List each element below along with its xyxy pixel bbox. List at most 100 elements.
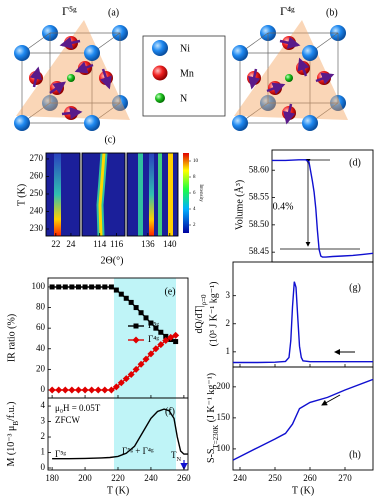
marker — [167, 333, 175, 341]
y-tick-label: 3 — [41, 416, 46, 426]
marker — [117, 379, 125, 387]
y-axis-label: T (K) — [16, 184, 27, 206]
panel-label: (b) — [326, 7, 338, 18]
x-tick-label: 116 — [110, 239, 124, 249]
marker — [75, 284, 81, 290]
legend-label: Ni — [180, 43, 190, 54]
y-tick-label: 60 — [36, 322, 46, 332]
n-atom — [285, 74, 293, 82]
colorbar-tick-label: 10 — [193, 159, 199, 164]
subplot-frame — [81, 152, 126, 237]
ni-atom — [84, 45, 100, 61]
marker — [118, 291, 124, 297]
marker — [94, 386, 102, 394]
n-icon — [155, 93, 165, 103]
y-tick-label: 2 — [226, 318, 231, 328]
y-axis-label: Volume (Å³) — [233, 180, 245, 230]
marker — [95, 284, 101, 290]
heatmap-bg — [46, 153, 80, 236]
ni-icon — [152, 40, 168, 56]
spin-arrow — [248, 68, 261, 90]
x-tick-label: 250 — [268, 473, 282, 483]
marker — [74, 386, 82, 394]
spin-arrow — [61, 106, 83, 120]
subplot-frame — [45, 152, 81, 237]
y-axis-label-part: (J K⁻¹ kg⁻¹) — [206, 373, 217, 425]
marker — [49, 284, 55, 290]
marker — [132, 336, 140, 344]
x-tick-label: 260 — [303, 473, 317, 483]
legend-label: Γ⁵ᵍ — [148, 320, 159, 330]
y-tick-label: 230 — [30, 223, 44, 233]
marker — [81, 386, 89, 394]
heatmap-streak — [138, 153, 143, 236]
y-axis-label-part: M (10⁻³ μ — [6, 426, 17, 467]
data-line — [232, 378, 374, 461]
y-tick-label: 58.60 — [249, 164, 270, 174]
marker — [101, 386, 109, 394]
mixed-phase-band — [114, 278, 176, 470]
y-axis-label-part: B — [12, 421, 20, 426]
heatmap-streak — [54, 153, 61, 236]
spin-arrow — [29, 66, 42, 88]
plane — [234, 20, 348, 120]
spin-arrow — [279, 36, 301, 49]
marker — [172, 331, 180, 339]
x-tick-label: 260 — [177, 473, 191, 483]
spin-arrow — [283, 103, 296, 125]
x-tick-label: 220 — [111, 473, 125, 483]
marker — [112, 383, 120, 391]
legend-label: N — [180, 93, 187, 104]
spin-arrow — [315, 72, 335, 85]
marker — [137, 360, 145, 368]
marker — [153, 325, 159, 331]
annotation: Γ⁵ᵍ — [55, 449, 66, 459]
y-tick-label: 1 — [226, 346, 231, 356]
panel-label: (d) — [349, 157, 361, 168]
marker — [56, 284, 62, 290]
annotation-part: T — [171, 450, 177, 460]
marker — [163, 333, 169, 339]
y-tick-label: 3 — [226, 290, 231, 300]
panel-label: (e) — [164, 286, 175, 297]
subplot-frame — [126, 152, 179, 237]
heatmap-streak — [168, 153, 173, 236]
colorbar — [183, 153, 189, 233]
heatmap-streak — [149, 153, 154, 236]
y-tick-label: 0 — [41, 384, 46, 394]
data-line — [52, 408, 188, 460]
y-tick-label: 80 — [36, 302, 46, 312]
spin-arrow — [297, 57, 310, 77]
ni-atom — [232, 115, 248, 131]
y-tick-label: 270 — [30, 153, 44, 163]
ni-atom — [302, 45, 318, 61]
ni-atom — [302, 115, 318, 131]
marker — [61, 386, 69, 394]
annotation: 0.4% — [273, 201, 294, 212]
mn-icon — [152, 65, 168, 81]
spin-arrow — [59, 36, 81, 49]
y-tick-label: 240 — [30, 206, 44, 216]
y-axis-label: dQ/dT|ρ=0 — [194, 294, 207, 334]
y-axis-label-part: ρ=0 — [200, 294, 208, 305]
marker — [102, 284, 108, 290]
n-atom — [67, 74, 75, 82]
marker — [158, 329, 164, 335]
marker — [122, 375, 130, 383]
plot-frame — [232, 261, 374, 368]
y-axis-label-part: dQ/dT| — [194, 305, 205, 333]
x-tick-label: 22 — [51, 239, 60, 249]
ni-atom — [14, 45, 30, 61]
marker — [133, 305, 139, 311]
ni-atom — [84, 115, 100, 131]
marker — [108, 284, 114, 290]
y-axis-label: S-ST=230K (J K⁻¹ kg⁻¹) — [206, 373, 219, 463]
y-tick-label: 0 — [41, 462, 46, 472]
panel-label: (h) — [349, 449, 361, 460]
marker — [162, 337, 170, 345]
x-tick-label: 270 — [338, 473, 352, 483]
y-axis-label: M (10⁻³ μB/f.u.) — [6, 402, 19, 467]
marker — [113, 287, 119, 293]
ni-atom — [232, 45, 248, 61]
y-tick-label: 40 — [36, 343, 46, 353]
